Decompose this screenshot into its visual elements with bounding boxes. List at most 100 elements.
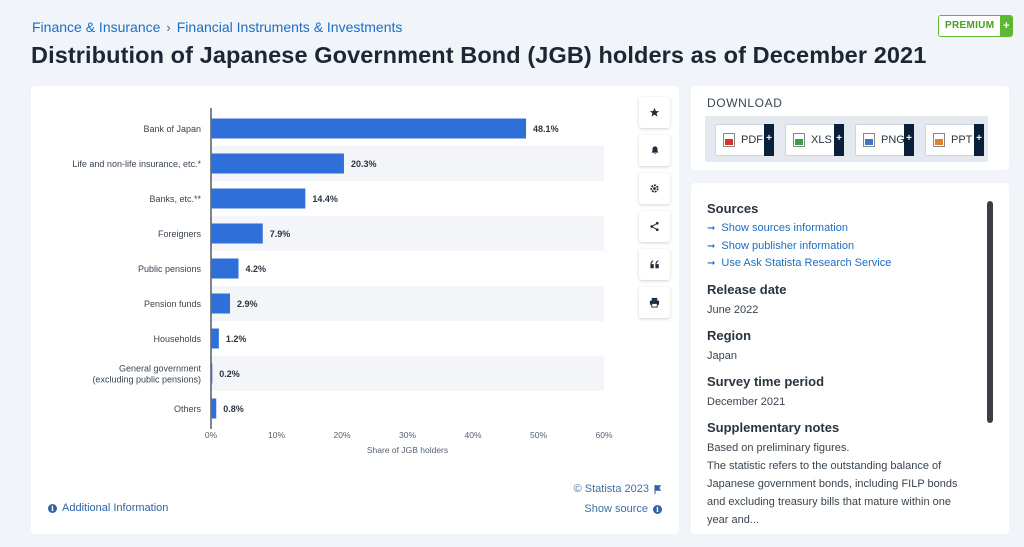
notes-heading: Supplementary notes — [707, 419, 840, 435]
info-icon: i — [653, 504, 662, 514]
show-source-label: Show source — [584, 503, 648, 515]
info-icon: i — [48, 503, 57, 513]
data-label: 1.2% — [226, 334, 247, 344]
data-label: 7.9% — [270, 229, 291, 239]
png-file-icon — [863, 133, 875, 147]
data-label: 48.1% — [533, 124, 559, 134]
info-panel: Sources ➞ Show sources information ➞ Sho… — [691, 183, 1009, 534]
plus-icon: + — [764, 124, 774, 156]
data-label: 4.2% — [246, 264, 267, 274]
category-label: General government — [119, 364, 202, 374]
additional-information-link[interactable]: i Additional Information — [48, 502, 168, 514]
premium-badge[interactable]: PREMIUM + — [938, 15, 1014, 37]
share-icon — [650, 221, 659, 232]
category-label: Bank of Japan — [143, 124, 201, 134]
notes-line: The statistic refers to the outstanding … — [707, 459, 942, 472]
data-label: 20.3% — [351, 159, 377, 169]
show-publisher-link[interactable]: ➞ Show publisher information — [707, 238, 977, 256]
premium-label: PREMIUM — [939, 16, 1001, 36]
info-scrollbar[interactable] — [987, 201, 993, 423]
download-ppt-button[interactable]: PPT + — [925, 124, 984, 156]
share-button[interactable] — [639, 211, 670, 242]
notes-line: Based on preliminary figures. — [707, 441, 850, 454]
show-source-link[interactable]: Show source i — [584, 503, 662, 515]
row-stripe — [211, 216, 604, 251]
quote-icon — [649, 260, 659, 269]
arrow-right-icon: ➞ — [707, 223, 716, 234]
category-label: Pension funds — [144, 299, 202, 309]
category-label: (excluding public pensions) — [92, 375, 201, 385]
tick-label: 20% — [333, 430, 350, 440]
print-icon — [649, 297, 660, 308]
breadcrumb-separator: › — [166, 19, 171, 35]
survey-heading: Survey time period — [707, 373, 825, 389]
x-axis-title: Share of JGB holders — [367, 445, 448, 455]
survey-section: Survey time period December 2021 — [707, 374, 977, 411]
bar — [211, 363, 213, 384]
release-date-heading: Release date — [707, 281, 787, 297]
category-label: Banks, etc.** — [149, 194, 201, 204]
plus-icon: + — [974, 124, 984, 156]
sources-section: Sources ➞ Show sources information ➞ Sho… — [707, 201, 977, 273]
notes-line: year and... — [707, 513, 759, 526]
tick-label: 30% — [399, 430, 416, 440]
breadcrumb: Finance & Insurance › Financial Instrume… — [32, 19, 402, 35]
download-png-button[interactable]: PNG + — [855, 124, 914, 156]
chart-card: 48.1% Bank of Japan 20.3% Life and non-life… — [31, 86, 679, 534]
print-button[interactable] — [639, 287, 670, 318]
sources-heading: Sources — [707, 201, 759, 216]
gear-icon — [650, 184, 659, 193]
category-label: Households — [153, 334, 201, 344]
xls-file-icon — [793, 133, 805, 147]
copyright-text: © Statista 2023 — [573, 483, 649, 495]
tick-label: 50% — [530, 430, 547, 440]
favorite-button[interactable] — [639, 97, 670, 128]
notes-section: Supplementary notes Based on preliminary… — [707, 420, 977, 529]
ask-statista-label: Use Ask Statista Research Service — [721, 257, 892, 269]
download-pdf-button[interactable]: PDF + — [715, 124, 774, 156]
plus-icon: + — [834, 124, 844, 156]
region-section: Region Japan — [707, 328, 977, 365]
info-content: Sources ➞ Show sources information ➞ Sho… — [707, 201, 977, 534]
show-sources-link[interactable]: ➞ Show sources information — [707, 220, 977, 238]
ppt-file-icon — [933, 133, 945, 147]
category-label: Life and non-life insurance, etc.* — [72, 159, 201, 169]
breadcrumb-finance-insurance[interactable]: Finance & Insurance — [32, 19, 161, 35]
bar — [211, 153, 344, 174]
bar — [211, 188, 306, 209]
tick-label: 40% — [464, 430, 481, 440]
pdf-file-icon — [723, 133, 735, 147]
plus-icon: + — [904, 124, 914, 156]
cite-button[interactable] — [639, 249, 670, 280]
tick-label: 60% — [595, 430, 612, 440]
download-xls-button[interactable]: XLS + — [785, 124, 844, 156]
category-label: Others — [174, 404, 202, 414]
download-panel: DOWNLOAD PDF + XLS + PNG + PPT + — [691, 86, 1009, 170]
notification-button[interactable] — [639, 135, 670, 166]
arrow-right-icon: ➞ — [707, 240, 716, 252]
chart-toolbar — [639, 97, 670, 318]
bar-chart: 48.1% Bank of Japan 20.3% Life and non-life… — [72, 108, 613, 455]
download-buttons: PDF + XLS + PNG + PPT + — [705, 116, 988, 162]
survey-value: December 2021 — [707, 395, 786, 408]
breadcrumb-financial-instruments[interactable]: Financial Instruments & Investments — [176, 19, 403, 35]
bar — [211, 118, 527, 139]
category-label: Public pensions — [138, 264, 202, 274]
star-icon — [649, 107, 660, 117]
bar — [211, 293, 230, 314]
row-stripe — [211, 356, 604, 391]
row-stripe — [211, 286, 604, 321]
bell-icon — [651, 146, 658, 155]
show-publisher-label: Show publisher information — [721, 239, 855, 252]
show-sources-label: Show sources information — [721, 222, 848, 234]
statista-copyright: © Statista 2023 — [574, 483, 662, 495]
page-title: Distribution of Japanese Government Bond… — [31, 42, 927, 68]
bar — [211, 328, 219, 349]
region-value: Japan — [707, 349, 737, 362]
bar — [211, 398, 217, 419]
release-date-value: June 2022 — [707, 303, 759, 316]
flag-icon — [654, 484, 662, 494]
ask-statista-link[interactable]: ➞ Use Ask Statista Research Service — [707, 255, 977, 273]
download-heading: DOWNLOAD — [707, 96, 783, 110]
settings-button[interactable] — [639, 173, 670, 204]
